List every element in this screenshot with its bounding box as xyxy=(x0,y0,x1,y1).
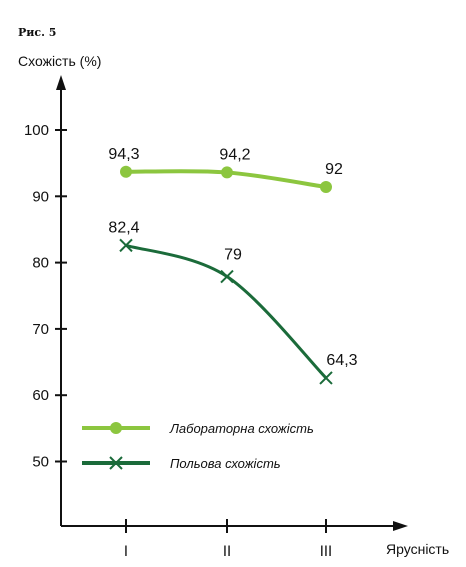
series-1-point-3 xyxy=(320,181,332,194)
legend-label-1: Лабораторна схожість xyxy=(169,421,314,436)
y-tick-label-70: 70 xyxy=(32,321,49,338)
x-tick-label-2: II xyxy=(223,544,231,560)
series-1-point-1 xyxy=(120,165,132,178)
y-axis-arrow xyxy=(56,75,66,90)
x-tick-label-1: I xyxy=(124,544,128,560)
series-2-data-label-2: 79 xyxy=(224,247,242,264)
y-tick-label-60: 60 xyxy=(32,387,49,404)
series-2-point-3 xyxy=(319,371,333,385)
series-2-data-label-1: 82,4 xyxy=(108,219,139,236)
y-tick-label-50: 50 xyxy=(32,454,49,471)
y-axis-title: Схожість (%) xyxy=(18,53,101,69)
y-tick-label-100: 100 xyxy=(24,122,49,139)
legend-marker-1 xyxy=(110,422,122,434)
legend-label-2: Польова схожість xyxy=(170,456,281,471)
series-2-data-label-3: 64,3 xyxy=(326,352,357,369)
figure-label: Рис. 5 xyxy=(18,26,56,39)
x-axis-title: Ярусність xyxy=(386,541,449,557)
x-axis-arrow xyxy=(393,521,408,531)
series-2-point-1 xyxy=(119,238,133,253)
series-1-data-label-2: 94,2 xyxy=(219,146,250,163)
series-line-2 xyxy=(124,243,328,380)
series-2-point-2 xyxy=(220,269,234,284)
series-1-data-label-3: 92 xyxy=(325,161,343,178)
series-1-data-label-1: 94,3 xyxy=(108,146,139,163)
x-tick-label-3: III xyxy=(320,544,332,560)
legend-marker-2 xyxy=(109,456,123,470)
y-tick-label-80: 80 xyxy=(32,255,49,272)
y-tick-label-90: 90 xyxy=(32,188,49,205)
series-1-point-2 xyxy=(221,166,233,179)
